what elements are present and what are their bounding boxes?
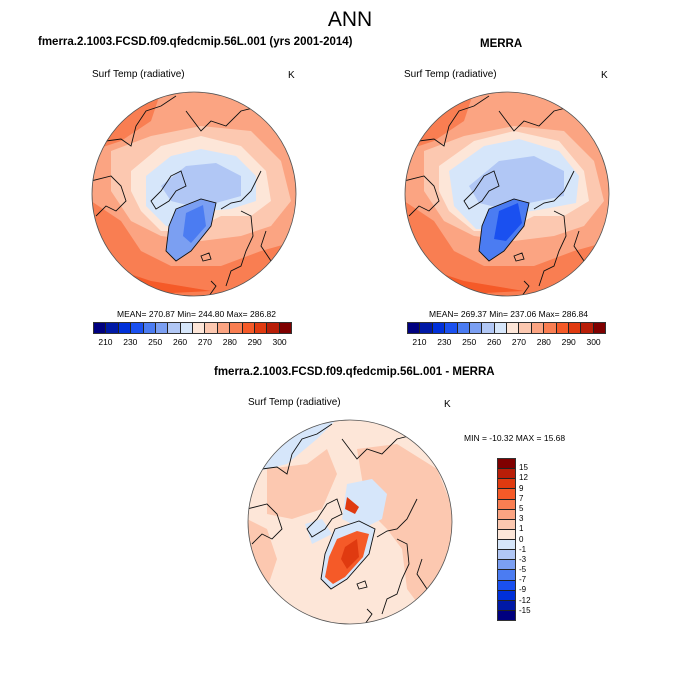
colorbar-segment xyxy=(242,323,255,333)
main-title: ANN xyxy=(327,8,373,31)
colorbar-segment xyxy=(498,509,515,520)
colorbar-tick-label: -1 xyxy=(519,544,527,554)
colorbar-tick-label: 15 xyxy=(519,463,528,473)
colorbar-segment xyxy=(556,323,569,333)
colorbar-segment xyxy=(498,560,515,571)
colorbar-segment xyxy=(457,323,470,333)
panel-1-units: K xyxy=(288,70,295,81)
panel-3-units: K xyxy=(444,399,451,410)
colorbar-segment xyxy=(498,489,515,500)
panel-2-variable: Surf Temp (radiative) xyxy=(404,69,497,80)
colorbar-tick-label: 300 xyxy=(272,337,287,347)
colorbar-segment xyxy=(230,323,243,333)
colorbar-segment xyxy=(498,580,515,591)
colorbar-tick-label: 280 xyxy=(536,337,551,347)
colorbar-tick-label: 0 xyxy=(519,534,524,544)
colorbar-tick-label: 270 xyxy=(197,337,213,347)
colorbar-tick-label: 230 xyxy=(437,337,452,347)
colorbar-segment xyxy=(408,323,421,333)
colorbar-tick-label: 210 xyxy=(412,337,427,347)
panel-2-title: MERRA xyxy=(480,38,523,50)
colorbar-segment xyxy=(205,323,218,333)
panel-1-map xyxy=(91,91,297,297)
panel-1-stats: MEAN= 270.87 Min= 244.80 Max= 286.82 xyxy=(117,309,277,319)
panel-2-colorbar xyxy=(407,322,606,334)
colorbar-tick-label: 3 xyxy=(519,514,524,524)
colorbar-segment xyxy=(498,570,515,581)
panel-2-stats: MEAN= 269.37 Min= 237.06 Max= 286.84 xyxy=(429,309,589,319)
colorbar-segment xyxy=(180,323,193,333)
colorbar-tick-label: -15 xyxy=(519,605,531,615)
colorbar-tick-label: 280 xyxy=(222,337,237,347)
panel-3-map xyxy=(247,419,453,625)
colorbar-segment xyxy=(498,479,515,490)
panel-3-variable: Surf Temp (radiative) xyxy=(248,397,341,408)
colorbar-segment xyxy=(498,459,515,470)
colorbar-segment xyxy=(498,519,515,530)
colorbar-segment xyxy=(494,323,507,333)
colorbar-segment xyxy=(118,323,132,333)
colorbar-segment xyxy=(544,323,557,333)
colorbar-segment xyxy=(193,323,206,333)
colorbar-segment xyxy=(279,323,291,333)
colorbar-tick-label: 300 xyxy=(586,337,601,347)
colorbar-segment xyxy=(131,323,144,333)
colorbar-segment xyxy=(498,540,515,551)
panel-3-title: fmerra.2.1003.FCSD.f09.qfedcmip.56L.001 … xyxy=(214,366,495,378)
panel-2-map xyxy=(404,91,610,297)
colorbar-tick-label: 12 xyxy=(519,473,528,483)
colorbar-tick-label: 260 xyxy=(172,337,188,347)
colorbar-segment xyxy=(106,323,119,333)
colorbar-segment xyxy=(143,323,156,333)
colorbar-segment xyxy=(593,323,605,333)
colorbar-segment xyxy=(531,323,545,333)
colorbar-tick-label: 260 xyxy=(486,337,502,347)
colorbar-segment xyxy=(498,590,515,601)
colorbar-segment xyxy=(267,323,280,333)
colorbar-segment xyxy=(469,323,483,333)
colorbar-tick-label: 5 xyxy=(519,503,524,513)
colorbar-segment xyxy=(498,550,515,561)
colorbar-tick-label: 250 xyxy=(462,337,477,347)
colorbar-segment xyxy=(498,469,515,480)
colorbar-tick-label: 270 xyxy=(511,337,527,347)
colorbar-tick-label: -3 xyxy=(519,554,527,564)
colorbar-tick-label: 210 xyxy=(98,337,113,347)
colorbar-segment xyxy=(217,323,231,333)
colorbar-tick-label: 250 xyxy=(148,337,163,347)
colorbar-segment xyxy=(519,323,532,333)
colorbar-segment xyxy=(432,323,446,333)
colorbar-segment xyxy=(420,323,433,333)
panel-1-variable: Surf Temp (radiative) xyxy=(92,69,185,80)
colorbar-tick-label: 1 xyxy=(519,524,524,534)
panel-3-colorbar xyxy=(497,458,516,621)
colorbar-segment xyxy=(568,323,582,333)
colorbar-segment xyxy=(498,600,515,611)
colorbar-tick-label: 230 xyxy=(123,337,138,347)
colorbar-segment xyxy=(498,610,515,620)
colorbar-tick-label: -9 xyxy=(519,585,527,595)
colorbar-segment xyxy=(482,323,495,333)
colorbar-segment xyxy=(507,323,520,333)
colorbar-segment xyxy=(94,323,107,333)
colorbar-segment xyxy=(168,323,181,333)
panel-1-title: fmerra.2.1003.FCSD.f09.qfedcmip.56L.001 … xyxy=(38,36,353,48)
colorbar-tick-label: 9 xyxy=(519,483,524,493)
colorbar-segment xyxy=(155,323,169,333)
panel-2-units: K xyxy=(601,70,608,81)
colorbar-tick-label: 290 xyxy=(561,337,576,347)
colorbar-tick-label: -7 xyxy=(519,575,527,585)
colorbar-tick-label: -12 xyxy=(519,595,531,605)
panel-3-stats: MIN = -10.32 MAX = 15.68 xyxy=(464,433,566,443)
panel-1-colorbar xyxy=(93,322,292,334)
colorbar-segment xyxy=(445,323,458,333)
colorbar-tick-label: -5 xyxy=(519,565,527,575)
colorbar-segment xyxy=(498,529,515,540)
colorbar-tick-label: 7 xyxy=(519,493,524,503)
colorbar-segment xyxy=(254,323,268,333)
colorbar-segment xyxy=(581,323,594,333)
colorbar-tick-label: 290 xyxy=(247,337,262,347)
colorbar-segment xyxy=(498,499,515,510)
